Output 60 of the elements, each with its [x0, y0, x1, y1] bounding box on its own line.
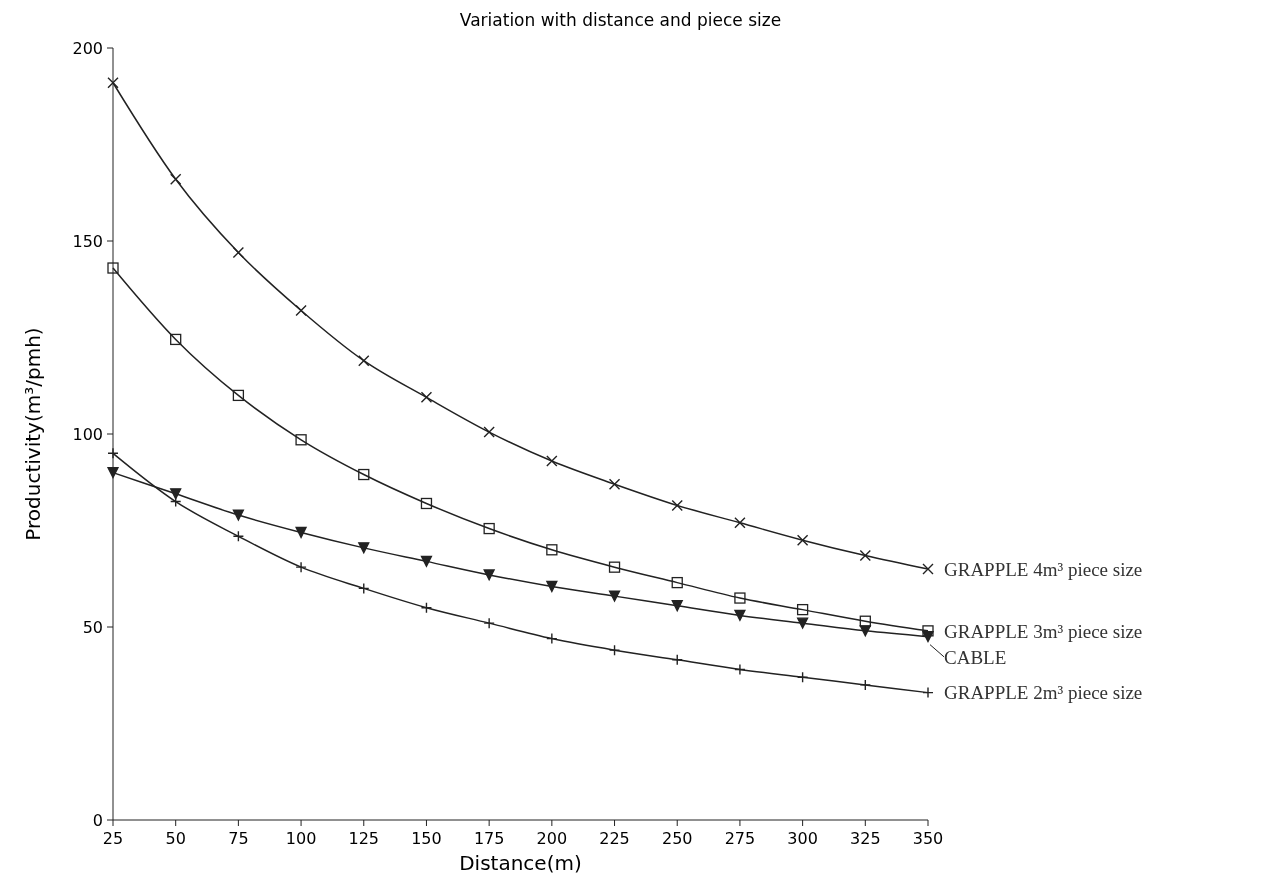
- point: [734, 592, 746, 604]
- y-tick-label: 0: [92, 810, 103, 830]
- x-tick-label: 200: [536, 829, 568, 848]
- point: [358, 354, 370, 367]
- point: [170, 333, 182, 346]
- y-axis-title: Productivity(m³/pmh): [21, 327, 45, 541]
- y-tick-label: 150: [72, 231, 103, 251]
- point: [107, 262, 119, 274]
- point: [734, 609, 746, 622]
- point: [671, 576, 683, 589]
- point: [922, 631, 934, 643]
- point: [608, 478, 621, 490]
- legend-label: CABLE: [944, 646, 1007, 668]
- x-tick-label: 25: [102, 829, 124, 848]
- x-tick-label: 350: [912, 829, 944, 848]
- point: [608, 561, 621, 573]
- point: [671, 600, 683, 612]
- point: [107, 466, 119, 479]
- point: [546, 580, 558, 593]
- point: [295, 526, 307, 539]
- point: [358, 468, 370, 481]
- point: [232, 509, 245, 521]
- point: [546, 544, 558, 556]
- point: [358, 542, 370, 554]
- x-tick-label: 150: [411, 829, 442, 848]
- x-tick-label: 50: [165, 829, 186, 848]
- x-tick-label: 75: [228, 829, 249, 848]
- series-label: GRAPPLE 4m³ piece size: [944, 558, 1143, 580]
- point: [170, 488, 182, 500]
- series-label: GRAPPLE 2m³ piece size: [944, 682, 1143, 704]
- point: [608, 590, 621, 602]
- x-tick-label: 275: [724, 829, 756, 848]
- point: [796, 534, 809, 546]
- point: [295, 434, 307, 446]
- x-tick-label: 100: [285, 829, 317, 848]
- x-tick-label: 125: [348, 829, 380, 848]
- series-label: GRAPPLE 3m³ piece size: [944, 620, 1143, 642]
- point: [859, 625, 871, 637]
- point: [483, 522, 495, 535]
- x-tick-label: 300: [787, 829, 818, 848]
- point: [483, 569, 495, 581]
- point: [295, 304, 307, 317]
- chart-title: Variation with distance and piece size: [459, 10, 782, 30]
- point: [420, 391, 433, 404]
- point: [796, 617, 809, 629]
- point: [420, 555, 433, 568]
- point: [232, 389, 245, 402]
- x-tick-label: 175: [473, 829, 505, 848]
- x-axis-title: Distance(m): [459, 851, 582, 875]
- y-tick-label: 50: [82, 617, 103, 637]
- point: [734, 517, 746, 529]
- y-tick-label: 200: [72, 38, 103, 58]
- y-tick-label: 100: [72, 424, 103, 444]
- point: [796, 603, 809, 616]
- point: [859, 615, 871, 627]
- x-tick-label: 250: [661, 829, 693, 848]
- point: [671, 499, 683, 512]
- x-tick-label: 325: [850, 829, 881, 848]
- point: [420, 497, 433, 510]
- x-tick-label: 225: [599, 829, 630, 848]
